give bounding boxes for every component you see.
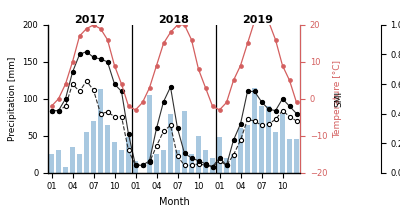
Bar <box>154 154 160 173</box>
Bar <box>196 136 202 173</box>
Bar <box>62 167 68 173</box>
X-axis label: Month: Month <box>159 197 189 207</box>
Text: 2019: 2019 <box>242 15 274 25</box>
Text: 2018: 2018 <box>158 15 190 25</box>
Bar <box>182 111 188 173</box>
Bar <box>252 88 258 173</box>
Y-axis label: Temperature [°C]: Temperature [°C] <box>333 60 342 138</box>
Bar <box>98 89 104 173</box>
Bar <box>258 106 264 173</box>
Text: 2017: 2017 <box>74 15 106 25</box>
Bar <box>56 151 62 173</box>
Bar <box>70 147 76 173</box>
Bar <box>238 128 244 173</box>
Bar <box>202 151 208 173</box>
Bar <box>126 137 132 173</box>
Bar <box>230 154 236 173</box>
Bar <box>244 125 250 173</box>
Bar <box>76 154 82 173</box>
Bar <box>272 132 278 173</box>
Bar <box>286 139 292 173</box>
Bar <box>112 142 118 173</box>
Y-axis label: SMI: SMI <box>335 91 344 107</box>
Bar <box>118 151 124 173</box>
Bar <box>188 154 194 173</box>
Bar <box>210 158 216 173</box>
Bar <box>266 106 272 173</box>
Bar <box>104 125 110 173</box>
Bar <box>146 95 152 173</box>
Bar <box>294 139 300 173</box>
Bar <box>160 151 166 173</box>
Bar <box>84 132 90 173</box>
Bar <box>90 121 96 173</box>
Bar <box>280 114 286 173</box>
Bar <box>224 158 230 173</box>
Bar <box>216 137 222 173</box>
Bar <box>168 114 174 173</box>
Bar <box>132 161 138 173</box>
Bar <box>48 154 54 173</box>
Bar <box>174 151 180 173</box>
Y-axis label: Precipitation [mm]: Precipitation [mm] <box>8 57 17 141</box>
